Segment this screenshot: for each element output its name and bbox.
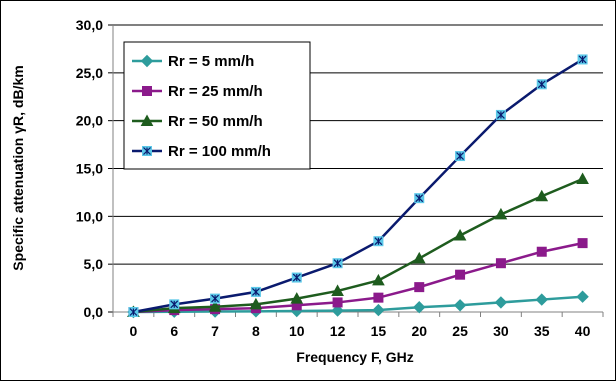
data-point-marker: [249, 297, 263, 310]
data-point-marker: [332, 258, 343, 269]
series-line: [133, 241, 583, 314]
data-point-marker: [290, 292, 304, 304]
data-point-marker: [577, 238, 588, 249]
legend-label: Rr = 100 mm/h: [168, 143, 271, 160]
y-tick-label: 10,0: [76, 208, 103, 224]
x-tick-label: 8: [252, 323, 260, 339]
x-tick-label: 10: [289, 323, 305, 339]
series-line: [133, 58, 584, 314]
data-point-marker: [372, 273, 385, 286]
data-point-marker: [494, 296, 508, 309]
data-point-marker: [250, 286, 261, 297]
y-tick-label: 25,0: [76, 65, 103, 81]
y-tick-label: 0,0: [84, 304, 104, 320]
x-tick-label: 0: [130, 323, 138, 339]
legend-entry: Rr = 25 mm/h: [132, 83, 263, 100]
data-point-marker: [210, 293, 221, 304]
legend-entry: Rr = 100 mm/h: [132, 143, 271, 160]
data-point-marker: [412, 251, 426, 264]
data-point-marker: [331, 304, 344, 317]
legend-label: Rr = 50 mm/h: [168, 113, 263, 130]
x-tick-label: 7: [211, 323, 219, 339]
data-point-marker: [291, 272, 302, 283]
data-point-marker: [577, 54, 588, 65]
data-point-marker: [413, 301, 426, 314]
data-point-marker: [414, 282, 425, 293]
data-point-marker: [494, 207, 508, 220]
legend-entry: Rr = 50 mm/h: [132, 113, 263, 130]
series-line: [133, 177, 584, 314]
y-tick-label: 30,0: [76, 17, 103, 33]
data-point-marker: [372, 303, 385, 317]
data-point-marker: [128, 307, 139, 317]
series-2: [128, 238, 588, 317]
legend-box: [123, 41, 311, 170]
data-point-marker: [169, 299, 180, 310]
legend-label: Rr = 5 mm/h: [168, 53, 254, 70]
data-point-marker: [331, 284, 344, 296]
x-tick-label: 15: [371, 323, 387, 339]
data-point-marker: [455, 269, 466, 280]
data-point-marker: [455, 151, 466, 162]
x-tick-label: 25: [452, 323, 468, 339]
y-tick-label: 20,0: [76, 113, 103, 129]
data-point-marker: [208, 300, 222, 312]
data-point-marker: [495, 109, 506, 120]
data-point-marker: [576, 172, 589, 185]
data-point-marker: [332, 297, 343, 308]
data-point-marker: [536, 79, 547, 90]
y-tick-label: 5,0: [84, 256, 104, 272]
legend-label: Rr = 25 mm/h: [168, 83, 263, 100]
data-point-marker: [536, 246, 547, 257]
x-tick-label: 40: [575, 323, 591, 339]
x-tick-label: 30: [493, 323, 509, 339]
x-tick-label: 20: [411, 323, 427, 339]
legend: Rr = 5 mm/h Rr = 25 mm/h Rr = 50 mm/h Rr = …: [123, 41, 311, 170]
series-3: [127, 172, 589, 317]
series-4: [128, 54, 588, 317]
legend-entry: Rr = 5 mm/h: [132, 53, 254, 70]
data-point-marker: [453, 228, 467, 241]
x-tick-label: 35: [534, 323, 550, 339]
data-point-marker: [373, 236, 384, 247]
series-layer: [127, 54, 589, 319]
x-axis-title: Frequency F, GHz: [296, 349, 413, 365]
data-point-marker: [373, 292, 384, 303]
data-point-marker: [576, 290, 589, 303]
data-point-marker: [142, 86, 152, 96]
data-point-marker: [142, 146, 152, 156]
data-point-marker: [414, 193, 425, 204]
x-tick-label: 12: [330, 323, 346, 339]
y-tick-label: 15,0: [76, 161, 103, 177]
data-point-marker: [140, 114, 154, 126]
y-axis-title: Specific attenuation γR, dB/km: [10, 65, 26, 270]
data-point-marker: [535, 293, 548, 306]
data-point-marker: [535, 189, 549, 202]
series-line: [133, 295, 583, 314]
data-point-marker: [453, 299, 467, 312]
ticks-layer: 0,0 5,0 10,0 15,0 20,0 25,0 30,0 0 6 7 8 10 12 15 20 25…: [76, 17, 591, 339]
x-tick-label: 6: [170, 323, 178, 339]
data-point-marker: [495, 258, 506, 269]
data-point-marker: [140, 54, 154, 68]
